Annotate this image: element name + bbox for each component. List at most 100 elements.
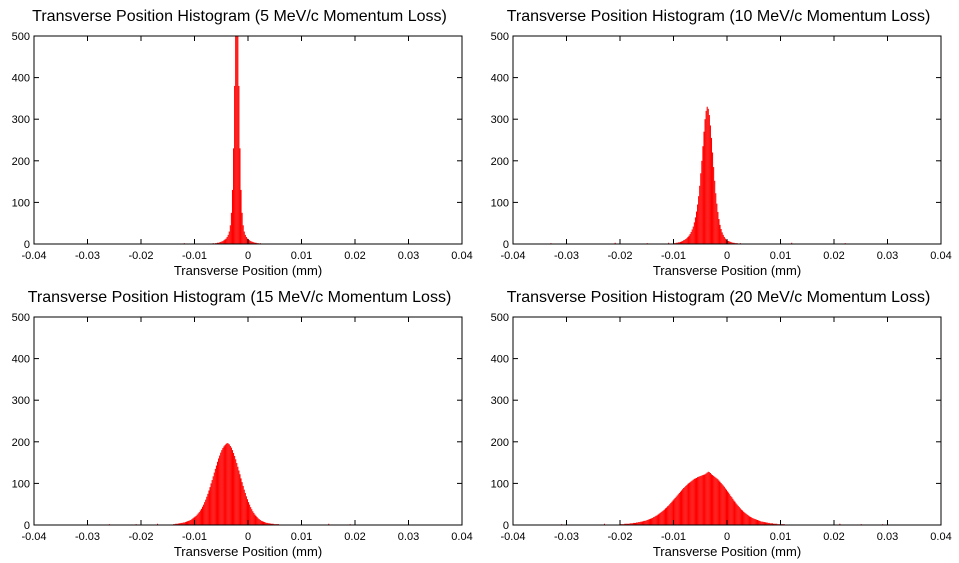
histogram-bar: [749, 516, 751, 525]
x-tick-label: 0.03: [398, 531, 419, 543]
histogram-bar: [737, 505, 739, 525]
histogram-bar: [693, 222, 695, 244]
histogram-bar: [641, 521, 643, 525]
histogram-bar: [740, 509, 742, 525]
y-tick-label: 200: [491, 156, 509, 168]
histogram-bar: [702, 146, 704, 244]
histogram-bar: [224, 239, 226, 244]
histogram-bar: [756, 520, 759, 525]
histogram-bar: [260, 520, 262, 525]
histogram-bar: [701, 160, 703, 244]
histogram-bar: [668, 242, 670, 244]
histogram-bar: [228, 444, 230, 525]
histogram-bar: [762, 521, 764, 525]
histogram-bar: [209, 487, 211, 525]
x-tick-label: 0.03: [877, 531, 898, 543]
histogram-bar: [261, 521, 263, 525]
histogram-bar: [669, 504, 671, 525]
histogram-bar: [713, 167, 715, 244]
histogram-bar: [662, 510, 664, 525]
histogram-bar: [687, 483, 689, 525]
histogram-bar: [722, 234, 724, 244]
histogram-bar: [241, 212, 243, 244]
x-tick-label: -0.03: [554, 531, 579, 543]
histogram-bar: [637, 522, 639, 525]
histogram-bar: [268, 523, 270, 525]
x-tick-label: 0.02: [344, 531, 365, 543]
histogram-bar: [259, 520, 261, 525]
histogram-bar: [688, 482, 690, 525]
histogram-bar: [215, 465, 217, 525]
histogram-bar: [743, 511, 745, 525]
histogram-bar: [632, 522, 634, 525]
histogram-bar: [729, 494, 731, 525]
histogram-bar: [201, 506, 204, 525]
histogram-bar: [723, 236, 725, 244]
histogram-bar: [680, 490, 683, 525]
histogram-bar: [699, 185, 701, 244]
histogram-bar: [716, 478, 718, 525]
histogram-bar: [675, 496, 677, 525]
histogram-bar: [720, 482, 722, 525]
histogram-bar: [244, 492, 246, 525]
x-tick-label: -0.01: [661, 531, 686, 543]
histogram-bar: [225, 238, 227, 244]
histogram-bar: [204, 502, 206, 525]
histogram-bar: [671, 501, 673, 525]
x-tick-label: -0.01: [182, 531, 207, 543]
histogram-bar: [192, 518, 194, 525]
histogram-bar: [709, 473, 711, 525]
histogram-bar: [744, 512, 746, 525]
histogram-bar: [764, 522, 766, 525]
histogram-bar: [674, 497, 676, 525]
histogram-bar: [658, 513, 660, 525]
histogram-bar: [253, 242, 255, 244]
histogram-bar: [725, 489, 727, 525]
y-tick-label: 400: [491, 354, 509, 366]
histogram-bar: [219, 242, 221, 244]
histogram-bar: [212, 476, 214, 525]
x-tick-label: -0.04: [21, 250, 46, 262]
histogram-bar: [628, 523, 630, 525]
histogram-bar: [676, 242, 678, 244]
histogram-bar: [220, 241, 222, 244]
histogram-bar: [675, 242, 677, 244]
histogram-bar: [258, 519, 260, 525]
y-tick-label: 0: [24, 520, 30, 532]
histogram-bar: [236, 36, 238, 244]
histogram-bar: [649, 518, 652, 525]
chart-panel-3: Transverse Position Histogram (15 MeV/c …: [0, 281, 479, 562]
histogram-bar: [736, 504, 738, 525]
histogram-bar: [197, 513, 199, 525]
x-tick-label: 0.03: [877, 250, 898, 262]
histogram-bar: [251, 509, 253, 525]
x-tick-label: -0.01: [661, 250, 686, 262]
histogram-bar: [234, 455, 236, 525]
histogram-bar: [248, 502, 250, 525]
histogram-bar: [214, 468, 216, 525]
histogram-bar: [774, 523, 776, 525]
y-tick-label: 300: [491, 395, 509, 407]
histogram-bar: [181, 522, 183, 525]
histogram-bar: [227, 234, 229, 244]
histogram-bar: [682, 241, 684, 244]
histogram-bar: [735, 503, 737, 525]
histogram-bar: [717, 479, 719, 525]
histogram-bar: [728, 492, 730, 525]
histogram-bar: [702, 475, 704, 525]
histogram-bar: [739, 508, 741, 525]
histogram-bar: [218, 458, 220, 525]
histogram-bar: [190, 520, 192, 525]
histogram-bar: [706, 472, 708, 525]
histogram-bar: [656, 515, 658, 525]
histogram-bar: [199, 510, 201, 525]
x-tick-label: 0.04: [451, 531, 472, 543]
histogram-bar: [251, 241, 253, 244]
histogram-bar: [178, 523, 180, 525]
histogram-bar: [730, 241, 732, 244]
histogram-bar: [753, 518, 755, 525]
histogram-bar: [694, 478, 696, 525]
histogram-bar: [698, 196, 700, 244]
histogram-bar: [223, 240, 225, 244]
histogram-bar: [680, 241, 683, 244]
